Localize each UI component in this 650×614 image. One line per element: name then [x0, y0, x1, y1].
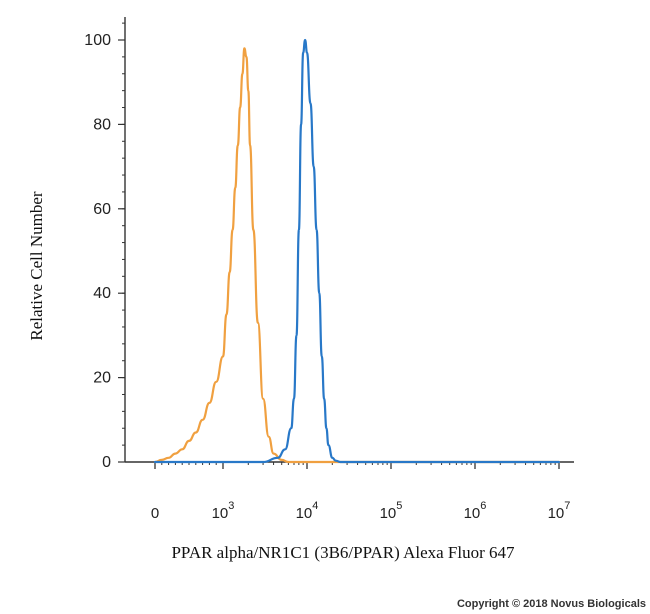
series-line-2: [153, 38, 561, 464]
y-tick-label: 60: [93, 201, 111, 218]
x-axis: 0 103 104 105 106 107: [125, 461, 574, 522]
y-tick-label: 40: [93, 285, 111, 302]
copyright-text: Copyright © 2018 Novus Biologicals: [457, 598, 646, 610]
x-tick-label: 105: [380, 500, 403, 522]
y-axis: 0 20 40 60 80 100: [84, 17, 126, 471]
x-tick-label: 104: [296, 500, 319, 522]
y-tick-label: 80: [93, 116, 111, 133]
x-tick-label: 107: [548, 500, 571, 522]
x-tick-label: 106: [464, 500, 487, 522]
y-tick-label: 20: [93, 370, 111, 387]
x-axis-title: PPAR alpha/NR1C1 (3B6/PPAR) Alexa Fluor …: [171, 543, 515, 562]
y-tick-label: 100: [84, 32, 111, 49]
series-layer: [153, 38, 561, 464]
series-line-1: [153, 47, 561, 464]
y-tick-label: 0: [102, 454, 111, 471]
x-tick-label: 0: [151, 505, 159, 522]
x-tick-label: 103: [212, 500, 235, 522]
y-axis-title: Relative Cell Number: [27, 191, 46, 341]
